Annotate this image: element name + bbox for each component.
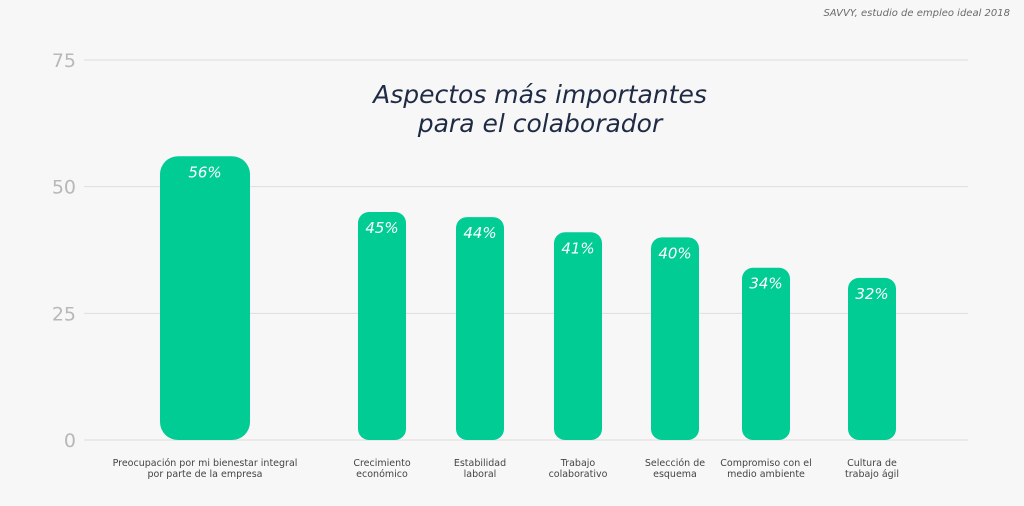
chart-title-line-1: Aspectos más importantes [373, 80, 707, 109]
bar [456, 217, 504, 440]
bar-value-label: 44% [463, 224, 496, 242]
bar-value-label: 41% [561, 239, 594, 257]
chart-title: Aspectos más importantes para el colabor… [240, 80, 840, 138]
bar [848, 277, 896, 440]
source-note: SAVVY, estudio de empleo ideal 2018 [823, 8, 1010, 19]
bar [358, 212, 406, 440]
x-category-label: esquema [653, 469, 697, 480]
bar-value-label: 45% [365, 219, 398, 237]
x-category-label: Preocupación por mi bienestar integral [113, 458, 298, 469]
bar-value-label: 56% [188, 163, 221, 181]
bar-value-label: 34% [749, 275, 782, 293]
x-category-label: Selección de [645, 458, 705, 469]
bar [651, 237, 699, 440]
x-category-label: Crecimiento [353, 458, 411, 469]
bar [554, 232, 602, 440]
x-category-label: Compromiso con el [720, 458, 811, 469]
x-category-label: Estabilidad [454, 458, 506, 469]
y-tick-label: 0 [64, 430, 76, 452]
bar-value-label: 40% [658, 244, 691, 262]
y-tick-label: 50 [52, 177, 76, 199]
bar-value-label: 32% [855, 285, 888, 303]
x-category-label: laboral [464, 469, 497, 480]
x-category-label: colaborativo [549, 469, 608, 480]
y-tick-label: 75 [52, 50, 76, 72]
x-category-label: medio ambiente [727, 469, 805, 480]
chart-title-line-2: para el colaborador [417, 109, 663, 138]
x-category-label: trabajo ágil [845, 469, 899, 480]
x-category-label: económico [356, 469, 408, 480]
bar [742, 267, 790, 440]
x-category-label: Trabajo [560, 458, 596, 469]
x-category-label: por parte de la empresa [148, 469, 263, 480]
x-category-label: Cultura de [847, 458, 897, 469]
bar [160, 156, 250, 440]
y-tick-label: 25 [52, 303, 76, 325]
